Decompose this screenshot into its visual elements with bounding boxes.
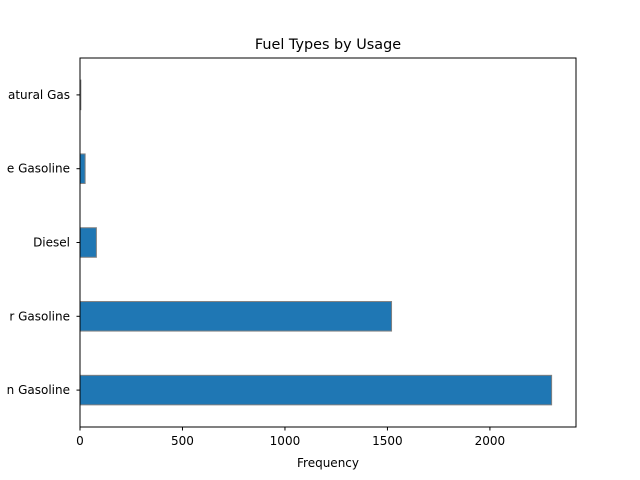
x-tick-label: 0	[76, 434, 84, 448]
x-tick-label: 500	[171, 434, 194, 448]
bar-premium-gasoline	[79, 374, 553, 406]
x-tick-label: 2000	[475, 434, 506, 448]
x-axis: 0 500 1000 1500 2000	[76, 427, 505, 448]
y-axis: n Gasoline r Gasoline Diesel e Gasoline atur…	[7, 88, 80, 397]
bars-layer	[79, 79, 553, 406]
plot-frame	[79, 57, 577, 428]
y-tick-label: n Gasoline	[7, 383, 70, 397]
y-tick-label: Diesel	[33, 236, 70, 250]
y-tick-label: atural Gas	[8, 88, 70, 102]
y-tick-label: e Gasoline	[7, 162, 70, 176]
bar-midgrade-gasoline	[79, 153, 86, 184]
y-tick-label: r Gasoline	[9, 309, 70, 323]
x-axis-label: Frequency	[297, 456, 359, 470]
x-tick-label: 1000	[270, 434, 301, 448]
bar-regular-gasoline	[79, 301, 393, 332]
chart-title: Fuel Types by Usage	[255, 37, 401, 53]
x-tick-label: 1500	[372, 434, 403, 448]
bar-diesel	[79, 227, 97, 258]
